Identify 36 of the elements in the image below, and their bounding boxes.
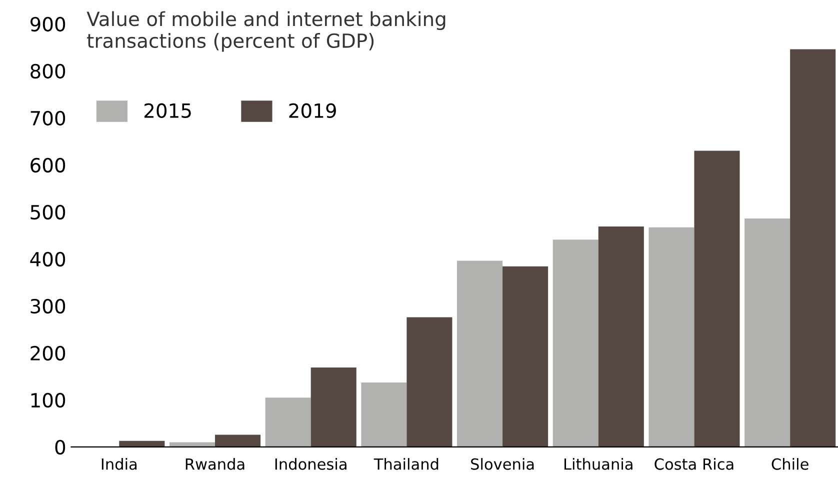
bar — [119, 440, 165, 447]
chart-title: Value of mobile and internet banking transactions (percent of GDP) — [86, 11, 446, 52]
bar — [457, 260, 503, 447]
x-tick-label: Slovenia — [471, 458, 534, 470]
y-tick-label: 600 — [30, 158, 66, 173]
bar — [310, 367, 356, 447]
y-tick-label: 200 — [30, 346, 66, 361]
bar — [265, 398, 311, 447]
bar — [790, 49, 836, 447]
y-tick-label: 900 — [30, 16, 66, 32]
x-tick-label: Chile — [772, 458, 808, 470]
bar — [694, 150, 740, 447]
bar — [361, 382, 407, 447]
x-tick-label: Costa Rica — [654, 458, 734, 470]
legend-label: 2015 — [144, 103, 191, 118]
bar — [215, 434, 261, 447]
x-tick-label: Lithuania — [564, 458, 632, 470]
y-tick-label: 700 — [30, 110, 66, 126]
y-tick-label: 100 — [31, 392, 66, 408]
bar — [406, 317, 452, 447]
x-tick-label: Thailand — [374, 458, 438, 470]
y-tick-label: 400 — [30, 252, 66, 267]
y-tick-label: 800 — [30, 64, 66, 79]
legend-label: 2019 — [289, 103, 336, 118]
bar — [502, 266, 548, 447]
x-tick-label: India — [102, 458, 137, 470]
bar — [598, 226, 644, 447]
bar — [552, 240, 598, 447]
y-tick-label: 300 — [30, 298, 66, 314]
x-tick-label: Indonesia — [275, 458, 346, 470]
bar — [169, 442, 215, 447]
y-tick-label: 500 — [30, 204, 66, 220]
bar — [648, 227, 694, 447]
x-tick-label: Rwanda — [186, 458, 244, 470]
y-tick-label: 0 — [55, 440, 66, 455]
bar — [744, 218, 790, 447]
